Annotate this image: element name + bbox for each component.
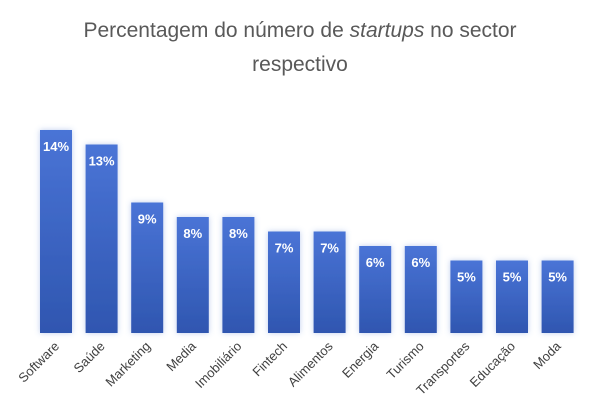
bar-value-label-educacao: 5% bbox=[503, 270, 522, 285]
bar-value-label-transportes: 5% bbox=[457, 270, 476, 285]
bar-educacao bbox=[496, 260, 528, 333]
bar-media bbox=[176, 217, 209, 333]
bar-imobiliario bbox=[222, 217, 255, 333]
chart-title-line-2: respectivo bbox=[252, 53, 348, 76]
bar-energia bbox=[359, 246, 392, 333]
category-label-marketing: Marketing bbox=[102, 339, 153, 390]
bars-layer: 14% 13% 9% 8% 8% 7% 7% 6% 6% 5% 5% 5% bbox=[40, 130, 574, 333]
bar-value-label-energia: 6% bbox=[366, 255, 385, 270]
category-label-saude: Saúde bbox=[71, 339, 108, 376]
bar-software bbox=[40, 130, 72, 333]
bar-value-label-fintech: 7% bbox=[275, 241, 294, 256]
category-label-imobiliario: Imobiliário bbox=[192, 339, 245, 392]
bar-alimentos bbox=[313, 231, 346, 333]
bar-value-label-turismo: 6% bbox=[411, 255, 430, 270]
chart-title: Percentagem do número de startups no sec… bbox=[0, 14, 600, 82]
bar-transportes bbox=[450, 260, 483, 333]
bar-moda bbox=[541, 260, 574, 333]
category-label-media: Media bbox=[163, 338, 199, 374]
chart-title-line-1: Percentagem do número de startups no sec… bbox=[0, 14, 600, 48]
bar-value-label-marketing: 9% bbox=[138, 212, 157, 227]
bar-value-label-saude: 13% bbox=[89, 154, 115, 169]
bar-value-label-imobiliario: 8% bbox=[229, 226, 248, 241]
category-label-energia: Energia bbox=[339, 338, 382, 381]
category-label-software: Software bbox=[15, 339, 62, 386]
chart-title-emphasis: startups bbox=[349, 19, 425, 42]
chart-title-text: Percentagem do número de bbox=[83, 19, 350, 42]
category-label-educacao: Educação bbox=[467, 339, 518, 390]
bar-value-label-alimentos: 7% bbox=[320, 241, 339, 256]
bar-value-label-media: 8% bbox=[183, 226, 202, 241]
bar-value-label-software: 14% bbox=[43, 139, 69, 154]
category-label-fintech: Fintech bbox=[249, 339, 290, 380]
bar-fintech bbox=[268, 231, 300, 333]
category-label-alimentos: Alimentos bbox=[285, 338, 336, 389]
bar-value-label-moda: 5% bbox=[548, 270, 567, 285]
bar-turismo bbox=[404, 246, 437, 333]
bar-marketing bbox=[131, 202, 164, 333]
bar-saude bbox=[85, 144, 118, 333]
chart-title-text-end: no sector bbox=[424, 19, 517, 42]
category-label-turismo: Turismo bbox=[383, 339, 426, 382]
category-label-moda: Moda bbox=[530, 338, 564, 372]
